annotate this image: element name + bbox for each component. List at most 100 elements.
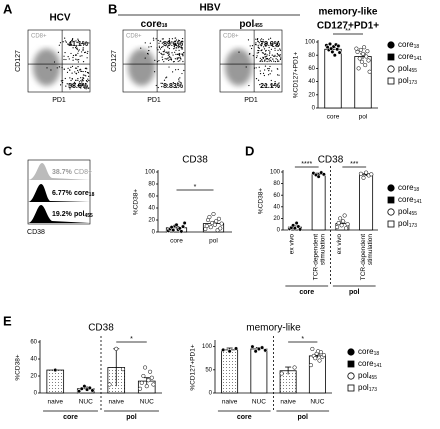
cell-dot xyxy=(262,57,264,59)
cell-dot xyxy=(269,52,271,54)
cell-dot xyxy=(181,43,183,45)
cell-dot xyxy=(68,44,70,47)
cell-dot xyxy=(172,82,174,84)
panel-title: HCV xyxy=(49,13,70,24)
cell-dot xyxy=(274,81,276,83)
cell-dot xyxy=(238,51,240,53)
cell-dot xyxy=(259,39,262,41)
cell-dot xyxy=(162,46,164,48)
cell-dot xyxy=(67,56,69,58)
cell-dot xyxy=(273,84,275,86)
data-point xyxy=(207,214,212,220)
cell-dot xyxy=(266,60,268,63)
data-point xyxy=(214,219,219,224)
cell-dot xyxy=(263,74,265,77)
cell-dot xyxy=(270,79,272,82)
data-point xyxy=(174,222,179,227)
data-point xyxy=(313,356,318,361)
data-point xyxy=(279,371,284,376)
cell-dot xyxy=(261,52,264,54)
cell-dot xyxy=(81,70,83,73)
group-label: core xyxy=(63,414,78,421)
cell-dot xyxy=(163,49,166,51)
data-point xyxy=(76,389,82,394)
cell-dot xyxy=(72,54,75,57)
data-point xyxy=(250,344,255,349)
cell-dot xyxy=(50,69,52,71)
label-name: pol xyxy=(398,76,409,85)
cell-dot xyxy=(167,46,169,48)
data-point xyxy=(365,49,370,54)
cell-dot xyxy=(259,60,261,62)
y-tick-label: 40 xyxy=(308,79,315,85)
cell-dot xyxy=(161,42,163,44)
label-name: pol xyxy=(398,219,409,228)
chart-title: CD38 xyxy=(88,323,114,334)
group-label: pol xyxy=(298,414,309,421)
cell-dot xyxy=(175,49,177,51)
cell-dot xyxy=(172,54,174,56)
cell-dot xyxy=(257,46,259,48)
label-sub: 455 xyxy=(409,211,418,217)
cell-dot xyxy=(81,81,83,83)
cell-dot xyxy=(176,47,178,49)
cell-dot xyxy=(82,48,84,50)
data-point xyxy=(292,226,297,231)
cell-dot xyxy=(63,68,65,70)
cell-dot xyxy=(182,53,184,55)
label-name: core xyxy=(398,183,414,192)
bar xyxy=(311,173,326,231)
data-point xyxy=(120,367,126,372)
cell-dot xyxy=(275,58,277,60)
data-point xyxy=(321,352,326,358)
cell-dot xyxy=(166,58,168,60)
cell-dot xyxy=(178,40,181,42)
data-point xyxy=(360,51,366,56)
cell-dot xyxy=(161,85,163,88)
x-axis-label: PD1 xyxy=(52,97,66,104)
cell-dot xyxy=(75,40,77,42)
cell-dot xyxy=(181,72,183,75)
cell-dot xyxy=(267,68,269,70)
cell-dot xyxy=(273,55,275,57)
chart-title: memory-like xyxy=(319,7,378,18)
data-point xyxy=(318,350,324,355)
cell-dot xyxy=(160,52,162,54)
cell-dot xyxy=(88,79,90,82)
cell-dot xyxy=(183,69,185,72)
cell-dot xyxy=(165,51,167,53)
cell-dot xyxy=(82,43,85,45)
label: pol455 xyxy=(239,19,263,30)
cell-dot xyxy=(261,49,263,51)
y-tick-label: 100 xyxy=(145,170,156,176)
data-point xyxy=(263,348,268,353)
cell-dot xyxy=(259,70,261,72)
data-point xyxy=(144,384,149,389)
cell-dot xyxy=(180,58,182,60)
legend-marker xyxy=(387,77,395,85)
cell-dot xyxy=(58,66,60,68)
label: pol455 xyxy=(398,207,417,217)
y-axis-label: %CD127+PD1+ xyxy=(190,344,197,390)
cell-dot xyxy=(175,53,177,55)
cell-dot xyxy=(176,53,178,55)
cell-dot xyxy=(178,78,180,80)
cell-dot xyxy=(168,59,170,61)
cell-dot xyxy=(268,49,270,52)
cell-dot xyxy=(260,45,262,47)
cell-dot xyxy=(75,79,77,81)
cell-dot xyxy=(178,45,180,47)
cell-dot xyxy=(258,66,260,68)
cell-dot xyxy=(270,60,272,62)
cell-dot xyxy=(85,67,87,69)
cell-dot xyxy=(64,51,66,54)
cell-dot xyxy=(159,40,161,42)
cell-dot xyxy=(86,41,88,44)
cell-dot xyxy=(256,55,258,57)
y-tick-label: 40 xyxy=(148,206,155,212)
histogram-pct: 6.77% xyxy=(52,190,73,197)
data-point xyxy=(316,174,321,179)
cell-dot xyxy=(258,42,260,44)
label: pol455 xyxy=(398,64,417,74)
cell-dot xyxy=(276,68,278,70)
